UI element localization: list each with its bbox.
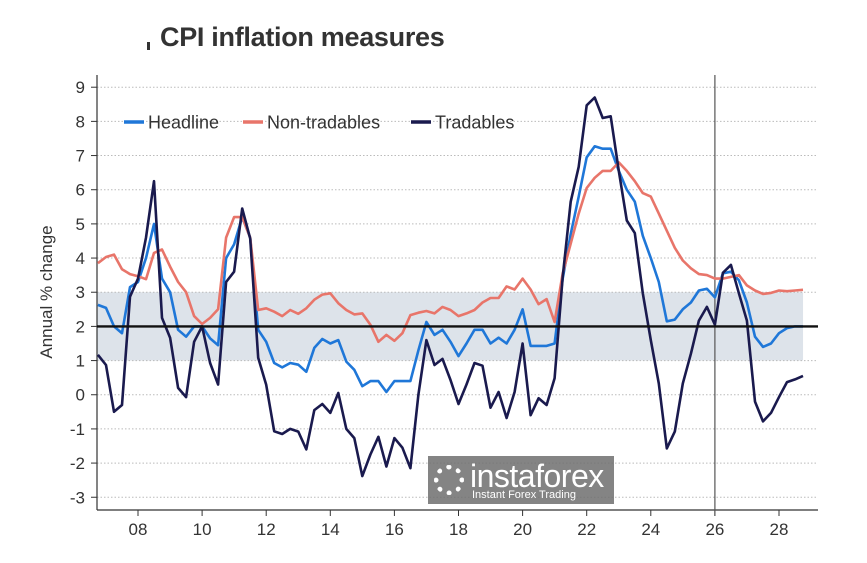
legend-label: Non-tradables (267, 113, 380, 133)
series-line-non-tradables (97, 161, 804, 344)
series-line-tradables (96, 96, 804, 478)
watermark-tagline: Instant Forex Trading (472, 489, 576, 501)
y-tick-label: 9 (76, 78, 85, 97)
x-tick-label: 22 (577, 520, 596, 539)
legend-label: Headline (148, 113, 219, 133)
y-tick-label: 2 (76, 317, 85, 336)
x-tick-label: 26 (705, 520, 724, 539)
y-tick-label: -3 (70, 488, 85, 507)
series-line-headline (97, 145, 803, 394)
x-tick-label: 12 (257, 520, 276, 539)
x-tick-label: 16 (385, 520, 404, 539)
x-tick-label: 20 (513, 520, 532, 539)
gear-logo-icon (434, 465, 464, 495)
y-tick-label: -1 (70, 420, 85, 439)
legend-label: Tradables (435, 113, 514, 133)
x-tick-label: 24 (641, 520, 660, 539)
y-tick-label: 4 (76, 249, 85, 268)
watermark-name: instaforex (470, 458, 604, 494)
y-tick-label: 0 (76, 386, 85, 405)
y-tick-label: -2 (70, 454, 85, 473)
y-tick-label: 3 (76, 283, 85, 302)
y-tick-label: 6 (76, 181, 85, 200)
chart-title: CPI inflation measures (160, 22, 445, 52)
y-tick-label: 5 (76, 215, 85, 234)
y-axis-label: Annual % change (37, 225, 56, 358)
x-tick-label: 14 (321, 520, 340, 539)
x-tick-label: 08 (129, 520, 148, 539)
x-tick-label: 28 (770, 520, 789, 539)
y-tick-label: 7 (76, 147, 85, 166)
title-marker (147, 42, 150, 50)
y-tick-label: 1 (76, 352, 85, 371)
x-tick-label: 10 (193, 520, 212, 539)
y-tick-label: 8 (76, 112, 85, 131)
x-tick-label: 18 (449, 520, 468, 539)
watermark-logo: instaforex Instant Forex Trading (428, 456, 614, 504)
